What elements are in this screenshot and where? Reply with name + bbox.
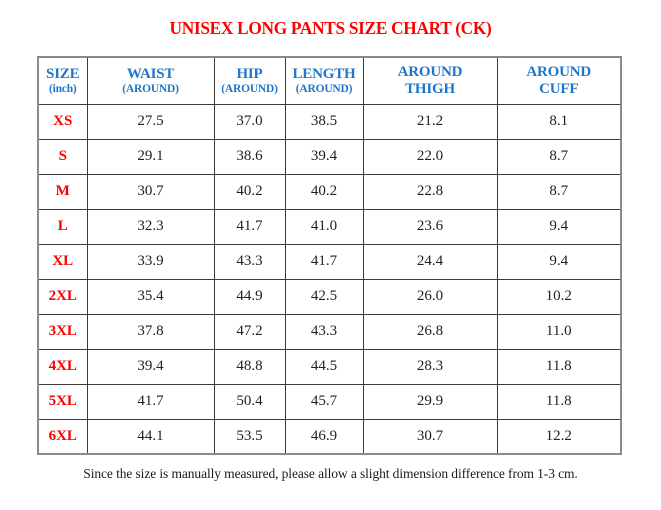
size-cell: 5XL bbox=[37, 383, 88, 420]
value-cell: 50.4 bbox=[213, 383, 286, 420]
value-cell: 39.4 bbox=[284, 138, 364, 175]
value-cell: 44.9 bbox=[213, 278, 286, 315]
table-row: 3XL 37.8 47.2 43.3 26.8 11.0 bbox=[37, 313, 622, 350]
column-header: AROUND CUFF bbox=[496, 56, 622, 105]
footer-note: Since the size is manually measured, ple… bbox=[83, 466, 578, 481]
value-cell: 22.8 bbox=[362, 173, 498, 210]
value-cell: 11.8 bbox=[496, 348, 622, 385]
value-cell: 12.2 bbox=[496, 418, 622, 455]
table-row: M 30.7 40.2 40.2 22.8 8.7 bbox=[37, 173, 622, 210]
column-header: WAIST (AROUND) bbox=[86, 56, 215, 105]
value-cell: 27.5 bbox=[86, 103, 215, 140]
value-cell: 26.0 bbox=[362, 278, 498, 315]
value-cell: 28.3 bbox=[362, 348, 498, 385]
column-header: HIP (AROUND) bbox=[213, 56, 286, 105]
value-cell: 38.6 bbox=[213, 138, 286, 175]
value-cell: 41.7 bbox=[86, 383, 215, 420]
table-row: 4XL 39.4 48.8 44.5 28.3 11.8 bbox=[37, 348, 622, 385]
value-cell: 32.3 bbox=[86, 208, 215, 245]
value-cell: 8.1 bbox=[496, 103, 622, 140]
value-cell: 30.7 bbox=[362, 418, 498, 455]
value-cell: 44.1 bbox=[86, 418, 215, 455]
value-cell: 43.3 bbox=[213, 243, 286, 280]
table-header-row: SIZE (inch) WAIST (AROUND) HIP (AROUND) LENGTH… bbox=[37, 56, 622, 105]
value-cell: 40.2 bbox=[213, 173, 286, 210]
value-cell: 44.5 bbox=[284, 348, 364, 385]
value-cell: 46.9 bbox=[284, 418, 364, 455]
value-cell: 11.8 bbox=[496, 383, 622, 420]
table-row: 2XL 35.4 44.9 42.5 26.0 10.2 bbox=[37, 278, 622, 315]
size-cell: L bbox=[37, 208, 88, 245]
value-cell: 41.7 bbox=[284, 243, 364, 280]
value-cell: 8.7 bbox=[496, 173, 622, 210]
value-cell: 41.7 bbox=[213, 208, 286, 245]
value-cell: 37.0 bbox=[213, 103, 286, 140]
value-cell: 8.7 bbox=[496, 138, 622, 175]
value-cell: 42.5 bbox=[284, 278, 364, 315]
value-cell: 38.5 bbox=[284, 103, 364, 140]
table-row: L 32.3 41.7 41.0 23.6 9.4 bbox=[37, 208, 622, 245]
value-cell: 26.8 bbox=[362, 313, 498, 350]
column-header: SIZE (inch) bbox=[37, 56, 88, 105]
value-cell: 21.2 bbox=[362, 103, 498, 140]
value-cell: 29.9 bbox=[362, 383, 498, 420]
size-chart-table: SIZE (inch) WAIST (AROUND) HIP (AROUND) LENGTH… bbox=[37, 56, 622, 455]
value-cell: 47.2 bbox=[213, 313, 286, 350]
table-row: 6XL 44.1 53.5 46.9 30.7 12.2 bbox=[37, 418, 622, 455]
value-cell: 9.4 bbox=[496, 243, 622, 280]
size-cell: 2XL bbox=[37, 278, 88, 315]
value-cell: 41.0 bbox=[284, 208, 364, 245]
value-cell: 45.7 bbox=[284, 383, 364, 420]
value-cell: 9.4 bbox=[496, 208, 622, 245]
value-cell: 40.2 bbox=[284, 173, 364, 210]
value-cell: 30.7 bbox=[86, 173, 215, 210]
value-cell: 24.4 bbox=[362, 243, 498, 280]
value-cell: 11.0 bbox=[496, 313, 622, 350]
size-cell: XL bbox=[37, 243, 88, 280]
column-header: AROUND THIGH bbox=[362, 56, 498, 105]
value-cell: 48.8 bbox=[213, 348, 286, 385]
value-cell: 22.0 bbox=[362, 138, 498, 175]
table-row: XL 33.9 43.3 41.7 24.4 9.4 bbox=[37, 243, 622, 280]
value-cell: 10.2 bbox=[496, 278, 622, 315]
size-cell: 6XL bbox=[37, 418, 88, 455]
value-cell: 53.5 bbox=[213, 418, 286, 455]
table-row: XS 27.5 37.0 38.5 21.2 8.1 bbox=[37, 103, 622, 140]
value-cell: 23.6 bbox=[362, 208, 498, 245]
table-row: 5XL 41.7 50.4 45.7 29.9 11.8 bbox=[37, 383, 622, 420]
size-cell: XS bbox=[37, 103, 88, 140]
column-header: LENGTH (AROUND) bbox=[284, 56, 364, 105]
size-cell: 3XL bbox=[37, 313, 88, 350]
value-cell: 33.9 bbox=[86, 243, 215, 280]
size-cell: M bbox=[37, 173, 88, 210]
size-cell: 4XL bbox=[37, 348, 88, 385]
value-cell: 29.1 bbox=[86, 138, 215, 175]
size-cell: S bbox=[37, 138, 88, 175]
table-row: S 29.1 38.6 39.4 22.0 8.7 bbox=[37, 138, 622, 175]
value-cell: 37.8 bbox=[86, 313, 215, 350]
value-cell: 35.4 bbox=[86, 278, 215, 315]
page-title: UNISEX LONG PANTS SIZE CHART (CK) bbox=[169, 18, 492, 38]
value-cell: 43.3 bbox=[284, 313, 364, 350]
value-cell: 39.4 bbox=[86, 348, 215, 385]
